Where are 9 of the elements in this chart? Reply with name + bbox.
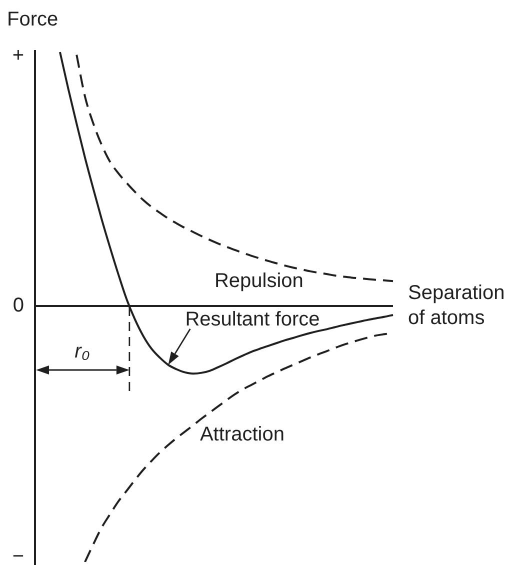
text: 0 xyxy=(12,294,24,317)
y-axis-title: Force xyxy=(7,8,58,31)
series-label: Repulsion xyxy=(214,270,304,292)
x-axis-title: Separation of atoms xyxy=(408,282,505,330)
annotation: r₀ xyxy=(74,340,90,363)
text: − xyxy=(12,546,24,565)
series-label: Resultant force xyxy=(185,308,320,330)
text: + xyxy=(12,44,24,67)
series-label: Attraction xyxy=(200,423,284,446)
